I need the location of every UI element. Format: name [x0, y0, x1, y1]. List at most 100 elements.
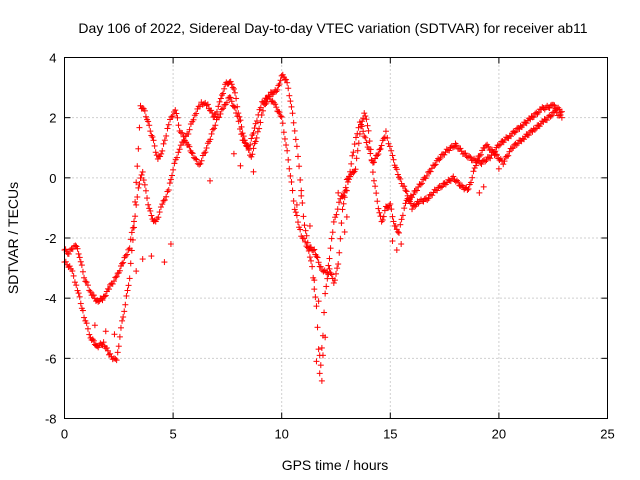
data-point	[405, 197, 412, 204]
data-point	[116, 333, 123, 340]
data-point	[397, 175, 404, 182]
data-point	[367, 150, 374, 157]
data-point	[277, 77, 284, 84]
data-point	[394, 171, 401, 178]
data-point	[256, 125, 263, 132]
chart-title: Day 106 of 2022, Sidereal Day-to-day VTE…	[78, 20, 587, 36]
y-tick-label: 2	[49, 111, 56, 126]
data-point	[74, 245, 81, 252]
data-point	[326, 255, 333, 262]
data-point	[254, 128, 261, 135]
data-point	[238, 131, 245, 138]
data-point	[194, 105, 201, 112]
data-point	[393, 226, 400, 233]
data-point	[220, 105, 227, 112]
data-point	[168, 113, 175, 120]
data-point	[129, 224, 136, 231]
data-point	[218, 106, 225, 113]
data-point	[474, 156, 481, 163]
data-point	[464, 186, 471, 193]
data-point	[174, 154, 181, 161]
data-point	[127, 260, 134, 267]
data-point	[361, 110, 368, 117]
data-point	[344, 178, 351, 185]
data-point	[520, 136, 527, 143]
data-point	[395, 229, 402, 236]
data-point	[189, 150, 196, 157]
data-point	[366, 146, 373, 153]
data-point	[327, 245, 334, 252]
data-point	[150, 137, 157, 144]
data-point	[319, 352, 326, 359]
data-point	[427, 168, 434, 175]
data-point	[322, 290, 329, 297]
data-point	[558, 114, 565, 121]
data-point	[217, 95, 224, 102]
data-point	[523, 120, 530, 127]
data-point	[173, 110, 180, 117]
data-point	[102, 292, 109, 299]
data-point	[315, 346, 322, 353]
data-point	[362, 134, 369, 141]
x-axis-label: GPS time / hours	[282, 457, 389, 473]
data-point	[71, 279, 78, 286]
data-point	[299, 199, 306, 206]
data-point	[239, 130, 246, 137]
data-point	[311, 246, 318, 253]
data-point	[186, 143, 193, 150]
data-point	[449, 144, 456, 151]
data-point	[331, 277, 338, 284]
data-point	[466, 153, 473, 160]
data-point	[232, 89, 239, 96]
data-point	[373, 190, 380, 197]
data-point	[401, 183, 408, 190]
data-point	[288, 178, 295, 185]
data-point	[308, 257, 315, 264]
data-point	[328, 235, 335, 242]
data-point	[220, 90, 227, 97]
data-point	[410, 191, 417, 198]
data-point	[376, 146, 383, 153]
data-point	[446, 147, 453, 154]
data-point	[78, 262, 85, 269]
data-point	[280, 129, 287, 136]
data-point	[409, 206, 416, 213]
data-point	[133, 179, 140, 186]
data-point	[343, 187, 350, 194]
data-point	[478, 161, 485, 168]
data-point	[209, 110, 216, 117]
data-point	[66, 263, 73, 270]
data-point	[369, 169, 376, 176]
data-point	[362, 113, 369, 120]
data-point	[91, 322, 98, 329]
data-point	[503, 153, 510, 160]
data-point	[351, 141, 358, 148]
data-point	[320, 268, 327, 275]
data-point	[216, 98, 223, 105]
data-point	[352, 134, 359, 141]
data-point	[353, 155, 360, 162]
data-point	[417, 181, 424, 188]
data-point	[181, 137, 188, 144]
data-point	[250, 168, 257, 175]
data-point	[152, 149, 159, 156]
data-point	[286, 165, 293, 172]
data-point	[476, 189, 483, 196]
data-point	[142, 187, 149, 194]
data-point	[390, 156, 397, 163]
data-point	[403, 188, 410, 195]
data-point	[145, 201, 152, 208]
data-point	[302, 227, 309, 234]
data-point	[363, 116, 370, 123]
data-point	[230, 103, 237, 110]
data-point	[550, 101, 557, 108]
data-point	[311, 277, 318, 284]
data-point	[161, 259, 168, 266]
data-point	[330, 218, 337, 225]
data-point	[420, 198, 427, 205]
data-point	[112, 274, 119, 281]
data-point	[177, 142, 184, 149]
y-tick-label: -4	[45, 291, 57, 306]
data-point	[114, 349, 121, 356]
data-point	[276, 81, 283, 88]
